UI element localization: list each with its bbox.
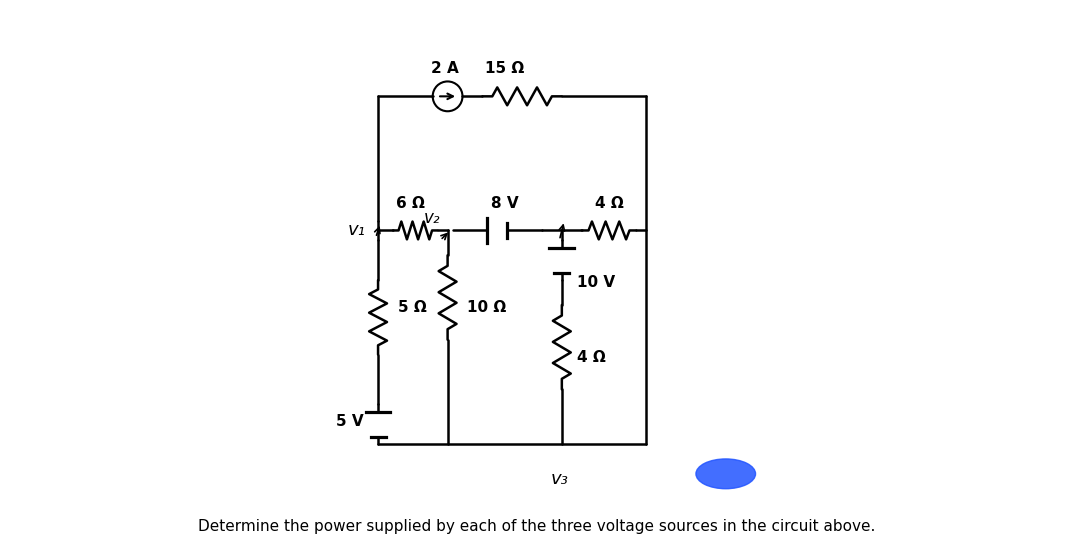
Text: 5 Ω: 5 Ω [398,300,426,315]
Text: 10 V: 10 V [577,275,614,290]
Text: 8 V: 8 V [491,196,519,210]
Text: 4 Ω: 4 Ω [577,350,606,365]
Text: v₃: v₃ [550,470,568,488]
Text: 2 A: 2 A [432,61,459,76]
Ellipse shape [696,459,755,489]
Text: 5 V: 5 V [335,414,363,429]
Text: 10 Ω: 10 Ω [467,300,507,315]
Text: 6 Ω: 6 Ω [396,196,425,210]
Text: 4 Ω: 4 Ω [595,196,623,210]
Text: v₂: v₂ [423,209,440,227]
Text: 15 Ω: 15 Ω [485,61,524,76]
Text: Determine the power supplied by each of the three voltage sources in the circuit: Determine the power supplied by each of … [199,519,875,534]
Text: v₁: v₁ [348,222,365,239]
